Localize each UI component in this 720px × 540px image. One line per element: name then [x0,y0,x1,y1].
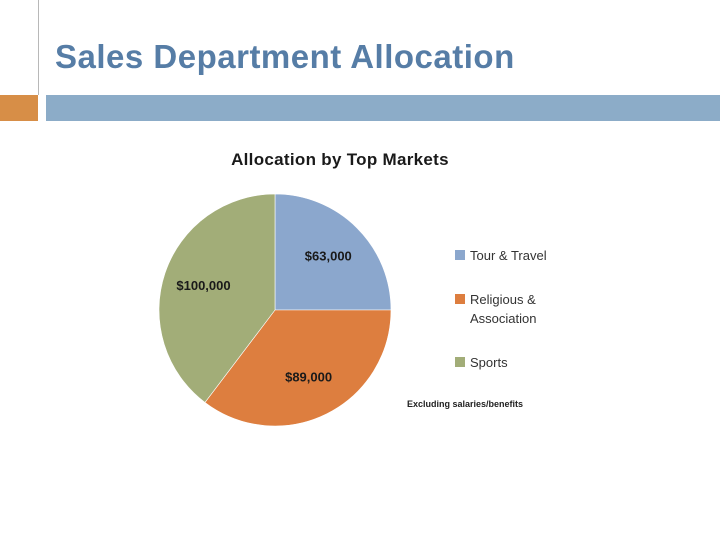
legend-item: Tour & Travel [455,246,585,266]
left-vertical-line [38,0,39,95]
pie-chart-region: Allocation by Top Markets $63,000 $89,000… [0,130,720,460]
legend-item: Religious & Association [455,290,585,329]
title-underline-bar [46,95,720,121]
pie-chart-svg: $63,000 $89,000 $100,000 [158,193,392,427]
legend-label: Religious & Association [470,291,537,327]
pie-slice-2 [158,193,276,403]
accent-bar-orange [0,95,38,121]
pie-slice-0 [274,193,392,311]
chart-legend: Tour & Travel Religious & Association Spor… [455,246,585,372]
legend-swatch-icon [455,250,465,260]
legend-label: Sports [470,354,508,370]
slide-title: Sales Department Allocation [55,38,515,75]
legend-label: Tour & Travel [470,248,547,263]
pie-data-label: $89,000 [285,370,332,385]
pie-data-label: $63,000 [305,249,352,264]
pie-slice-1 [204,309,392,427]
legend-item: Sports [455,353,585,373]
chart-title: Allocation by Top Markets [231,150,449,169]
chart-footnote: Excluding salaries/benefits [407,399,524,409]
legend-swatch-icon [455,356,465,367]
legend-swatch-icon [455,293,465,304]
pie-data-label: $100,000 [176,278,230,293]
